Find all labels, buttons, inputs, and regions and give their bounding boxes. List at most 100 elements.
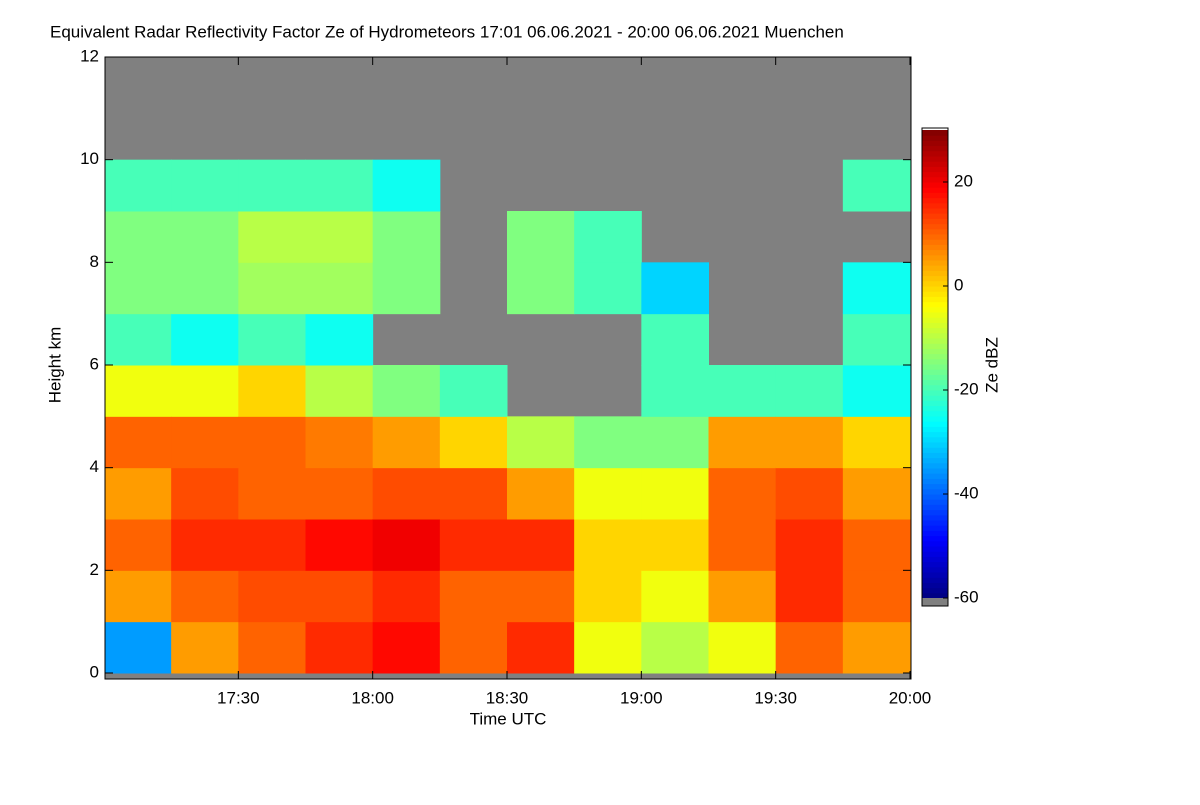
colorbar-segment [922,130,948,136]
colorbar-frame [921,127,949,607]
colorbar-segment [922,187,948,193]
heatmap-cell [105,313,172,366]
heatmap-cell [372,365,441,417]
heatmap-cell [439,621,508,674]
colorbar-segment [922,592,948,599]
colorbar-segment [922,338,948,344]
heatmap-cell [507,416,575,469]
colorbar-segment [922,535,948,542]
colorbar-segment [922,400,948,407]
heatmap-cell [574,211,642,263]
colorbar-segment [922,416,948,422]
heatmap-cell [105,519,172,571]
x-tick-label: 18:00 [351,688,394,707]
heatmap-cell [574,262,642,315]
x-tick-label: 19:30 [754,688,797,707]
colorbar-segment [922,166,948,173]
colorbar-segment [922,296,948,303]
heatmap-cell [171,467,239,520]
heatmap-cell [641,467,709,520]
heatmap-cell [842,467,911,520]
y-tick-label: 2 [90,560,99,579]
heatmap-cell [238,519,306,571]
colorbar-segment [922,317,948,323]
colorbar-segment [922,509,948,516]
x-tick-label: 19:00 [620,688,663,707]
colorbar-segment [922,577,948,583]
colorbar-tick-label: 0 [954,275,963,294]
heatmap-cell [641,262,709,315]
colorbar-segment [922,405,948,412]
colorbar-segment [922,280,948,287]
colorbar-segment [922,249,948,256]
colorbar-segment [922,192,948,199]
colorbar-segment [922,374,948,381]
heatmap-cell [171,570,239,623]
colorbar-tick-label: -20 [954,379,979,398]
colorbar-segment [922,525,948,531]
colorbar-segment [922,462,948,469]
heatmap-cell [305,365,374,417]
heatmap-cell [238,262,306,315]
y-tick-label: 8 [90,252,99,271]
heatmap-cell [439,570,508,623]
heatmap-cell [105,416,172,469]
heatmap-cell [775,570,844,623]
heatmap-cell [305,570,374,623]
heatmap-cell [507,467,575,520]
colorbar-segment [922,171,948,178]
heatmap-cell [775,519,844,571]
heatmap-cell [641,313,709,366]
colorbar-segment [922,587,948,594]
heatmap-cell [507,519,575,571]
heatmap-cell [708,365,777,417]
heatmap-cell [574,467,642,520]
heatmap-cell [238,211,306,263]
heatmap-cell [238,416,306,469]
colorbar-segment [922,322,948,329]
y-tick-label: 4 [90,457,99,476]
x-axis-label: Time UTC [470,709,547,728]
heatmap-cell [708,621,777,674]
colorbar-segment [922,254,948,261]
colorbar-segment [922,260,948,266]
y-axis-label: Height km [45,327,64,404]
heatmap-cell [507,211,575,263]
heatmap-cell [439,467,508,520]
colorbar-segment [922,499,948,505]
heatmap-cell [305,313,374,366]
colorbar-segment [922,530,948,537]
colorbar-segment [922,514,948,521]
colorbar-segment [922,447,948,453]
colorbar-segment [922,442,948,448]
colorbar-segment [922,353,948,360]
colorbar-segment [922,161,948,167]
colorbar-missing [922,598,948,606]
heatmap-cell [439,519,508,571]
heatmap-cell [305,416,374,469]
heatmap-cell [171,262,239,315]
colorbar-segment [922,421,948,427]
plot-frame [104,56,912,680]
colorbar-segment [922,202,948,209]
colorbar-segment [922,301,948,308]
colorbar-segment [922,561,948,568]
colorbar-segment [922,369,948,375]
heatmap-cell [775,365,844,417]
colorbar-segment [922,473,948,479]
heatmap-cell [641,519,709,571]
colorbar-segment [922,452,948,459]
colorbar-segment [922,176,948,183]
heatmap-cell [708,570,777,623]
colorbar-segment [922,145,948,152]
heatmap-cell [372,262,441,315]
colorbar-segment [922,468,948,474]
heatmap-cell [439,416,508,469]
heatmap-cell [372,211,441,263]
heatmap-cell [842,570,911,623]
heatmap-cell [105,365,172,417]
x-tick-label: 17:30 [217,688,260,707]
colorbar-segment [922,312,948,318]
